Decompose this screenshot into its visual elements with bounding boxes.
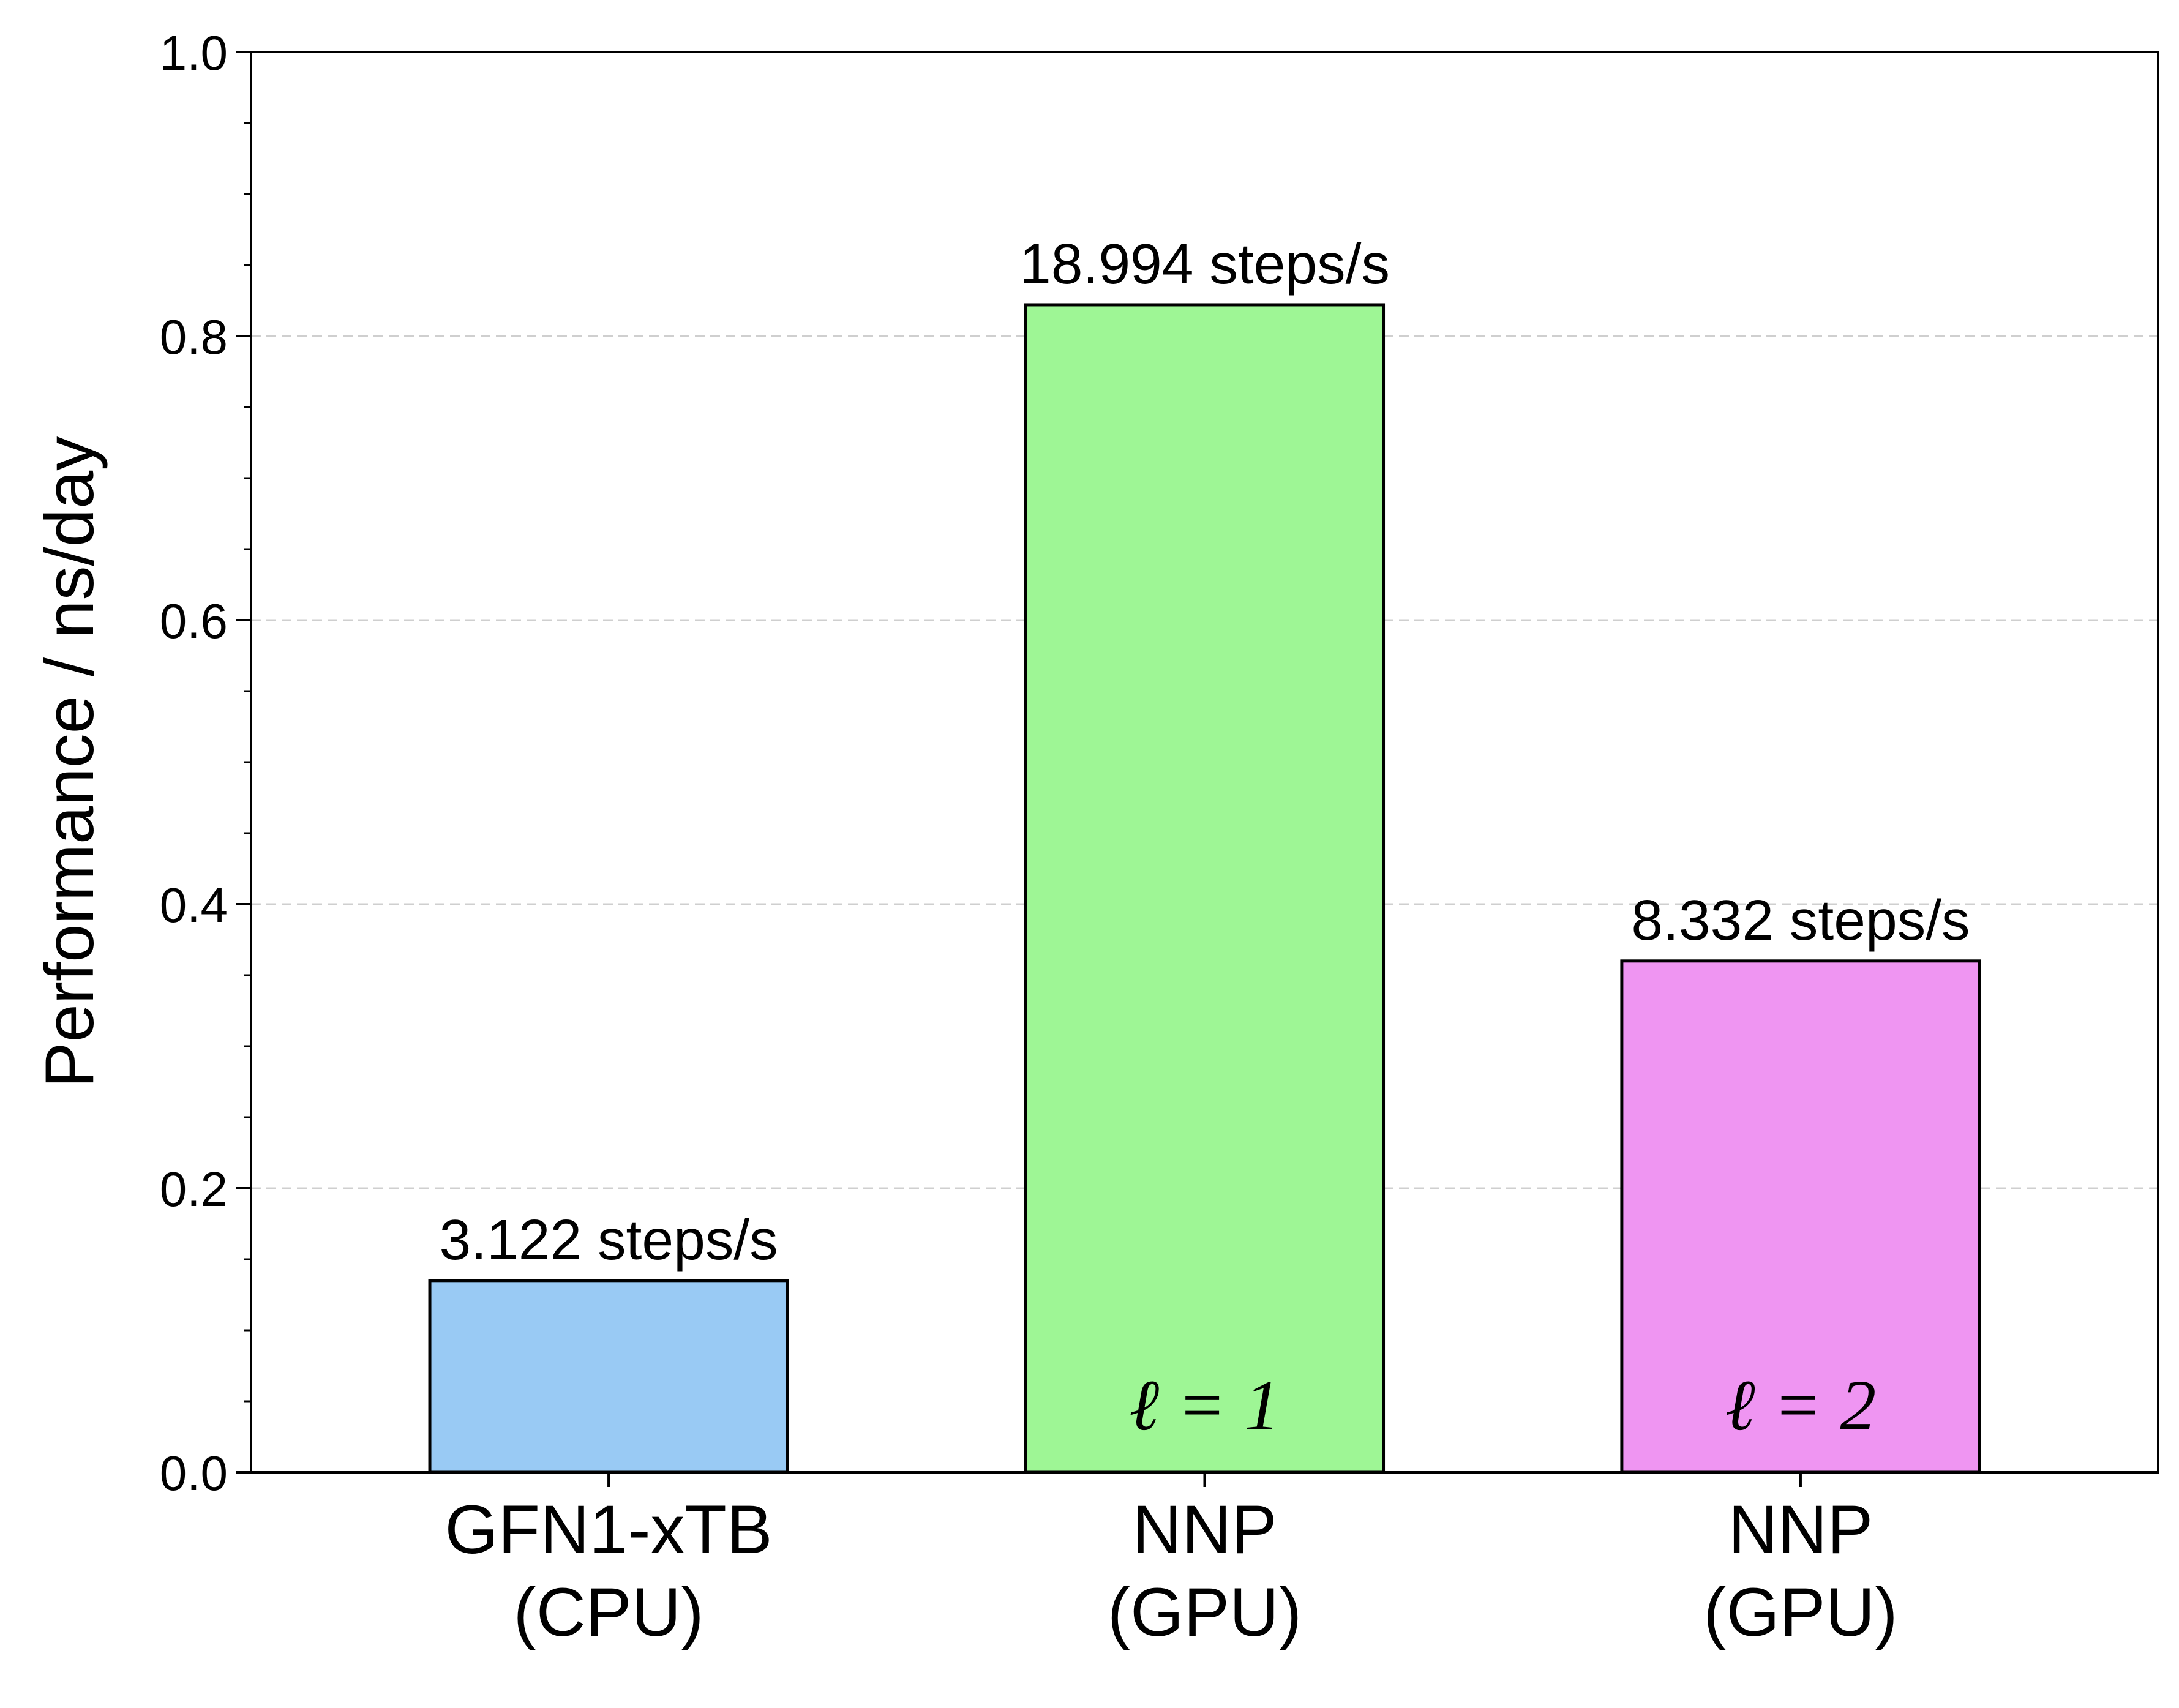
x-tick-label-2: NNP (GPU) bbox=[1703, 1491, 1897, 1650]
bar-0 bbox=[428, 1279, 789, 1474]
y-axis-label: Performance / ns/day bbox=[31, 436, 108, 1088]
x-tick-label-line: (CPU) bbox=[514, 1574, 704, 1650]
data-label-2: 8.332 steps/s bbox=[1631, 888, 1970, 952]
x-tick-label-line: (GPU) bbox=[1703, 1574, 1897, 1650]
x-tick-label-line: (GPU) bbox=[1108, 1574, 1302, 1650]
data-label-1: 18.994 steps/s bbox=[1019, 232, 1390, 296]
y-tick-label-1: 0.2 bbox=[160, 1162, 228, 1216]
data-label-0: 3.122 steps/s bbox=[439, 1208, 778, 1272]
bar-1 bbox=[1024, 303, 1386, 1474]
x-tick-label-1: NNP (GPU) bbox=[1108, 1491, 1302, 1650]
x-tick-label-line: GFN1-xTB bbox=[445, 1491, 773, 1568]
y-tick-label-3: 0.6 bbox=[160, 594, 228, 648]
y-tick-label-2: 0.4 bbox=[160, 878, 228, 932]
x-tick-label-line: NNP bbox=[1132, 1491, 1277, 1568]
bar-2 bbox=[1620, 959, 1981, 1474]
x-tick-label-line: NNP bbox=[1728, 1491, 1873, 1568]
y-tick-label-5: 1.0 bbox=[160, 26, 228, 80]
x-tick-label-0: GFN1-xTB (CPU) bbox=[445, 1491, 773, 1650]
inner-label-1: ℓ = 1 bbox=[1129, 1365, 1280, 1445]
inner-label-2: ℓ = 2 bbox=[1725, 1365, 1877, 1445]
y-tick-label-4: 0.8 bbox=[160, 310, 228, 364]
y-tick-label-0: 0.0 bbox=[160, 1446, 228, 1500]
bars: 3.122 steps/s 18.994 steps/s ℓ = 1 8.332 st… bbox=[428, 232, 1981, 1474]
